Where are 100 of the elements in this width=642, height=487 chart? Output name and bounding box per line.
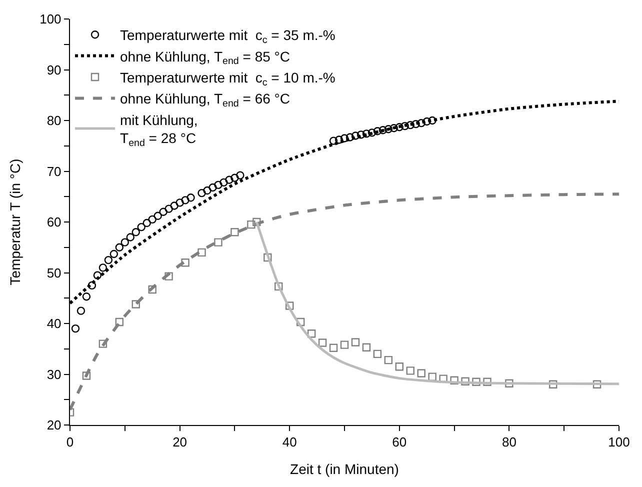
y-axis-title: Temperatur T (in °C) — [7, 158, 24, 286]
point — [71, 324, 80, 333]
point — [164, 272, 173, 280]
point — [329, 344, 338, 352]
point — [400, 122, 409, 130]
point — [148, 285, 156, 294]
point — [417, 369, 426, 378]
point — [159, 208, 168, 216]
point — [181, 258, 190, 267]
point — [203, 186, 212, 195]
x-tick-label: 40 — [282, 434, 297, 450]
point — [340, 340, 349, 349]
point — [247, 220, 256, 229]
point — [362, 343, 371, 352]
point — [230, 174, 239, 182]
y-tick-label: 40 — [46, 316, 62, 332]
point — [198, 248, 206, 257]
point — [198, 188, 206, 198]
x-axis-title: Zeit t (in Minuten) — [290, 461, 399, 477]
point — [115, 243, 124, 252]
point — [384, 125, 393, 134]
point — [334, 136, 344, 144]
point — [220, 178, 228, 187]
point — [592, 380, 602, 388]
point — [351, 338, 360, 346]
point — [472, 378, 480, 386]
point — [154, 212, 162, 220]
point — [362, 130, 371, 138]
point — [390, 124, 398, 132]
point — [110, 250, 118, 258]
x-tick-label: 100 — [608, 434, 630, 450]
point — [461, 377, 470, 386]
point — [274, 282, 283, 291]
x-tick-label: 80 — [502, 434, 516, 450]
y-tick-label: 60 — [46, 214, 62, 230]
y-tick-label: 80 — [46, 113, 62, 128]
point — [214, 238, 222, 246]
point — [368, 128, 376, 137]
point — [164, 204, 173, 213]
point — [137, 222, 146, 232]
point — [395, 362, 404, 371]
legend-label: Temperaturwerte mit c$_{c}$ = 35 m.-% — [120, 27, 336, 46]
point — [88, 281, 96, 290]
point — [373, 127, 382, 136]
x-tick-label: 60 — [392, 434, 407, 450]
point — [318, 338, 327, 347]
y-tick-label: 90 — [46, 62, 62, 78]
point — [104, 256, 113, 264]
point — [82, 372, 91, 380]
point — [307, 330, 316, 338]
point — [356, 130, 366, 139]
point — [115, 318, 124, 326]
point — [214, 180, 222, 190]
point — [225, 176, 234, 184]
point — [373, 350, 382, 358]
point — [208, 183, 217, 192]
y-tick-label: 50 — [46, 265, 62, 280]
point — [450, 376, 458, 384]
point — [483, 378, 492, 386]
point — [82, 292, 91, 301]
point — [264, 253, 272, 262]
point — [412, 120, 420, 128]
y-tick-label: 100 — [40, 12, 62, 27]
point — [170, 202, 178, 210]
legend-label: mit Kühlung, T$_{end}$ = 28 °C — [120, 112, 198, 149]
point — [395, 123, 404, 132]
point — [176, 198, 184, 207]
point — [142, 218, 151, 228]
point — [76, 306, 86, 315]
point — [230, 228, 239, 236]
point — [236, 171, 244, 180]
y-tick-label: 70 — [46, 164, 62, 179]
point — [181, 196, 190, 204]
legend-label: ohne Kühlung, T$_{end}$ = 85 °C — [120, 48, 290, 68]
point — [384, 356, 393, 364]
point — [351, 132, 360, 140]
point — [132, 300, 140, 308]
point — [93, 271, 102, 280]
point — [186, 194, 195, 202]
point — [126, 233, 134, 242]
point — [340, 134, 349, 142]
point — [406, 366, 414, 375]
point — [98, 340, 108, 348]
point — [98, 264, 108, 272]
point — [252, 218, 261, 226]
point — [148, 215, 156, 224]
point — [428, 372, 436, 381]
y-tick-label: 20 — [46, 418, 62, 433]
legend-label: ohne Kühlung, T$_{end}$ = 66 °C — [120, 90, 290, 110]
point — [132, 228, 140, 236]
x-tick-label: 20 — [172, 434, 188, 450]
x-tick-label: 0 — [66, 434, 74, 450]
point — [428, 116, 436, 125]
point — [422, 117, 431, 126]
point — [286, 302, 294, 310]
point — [346, 133, 354, 142]
point — [120, 238, 129, 246]
point — [505, 379, 514, 388]
point — [329, 136, 338, 145]
point — [296, 318, 305, 326]
